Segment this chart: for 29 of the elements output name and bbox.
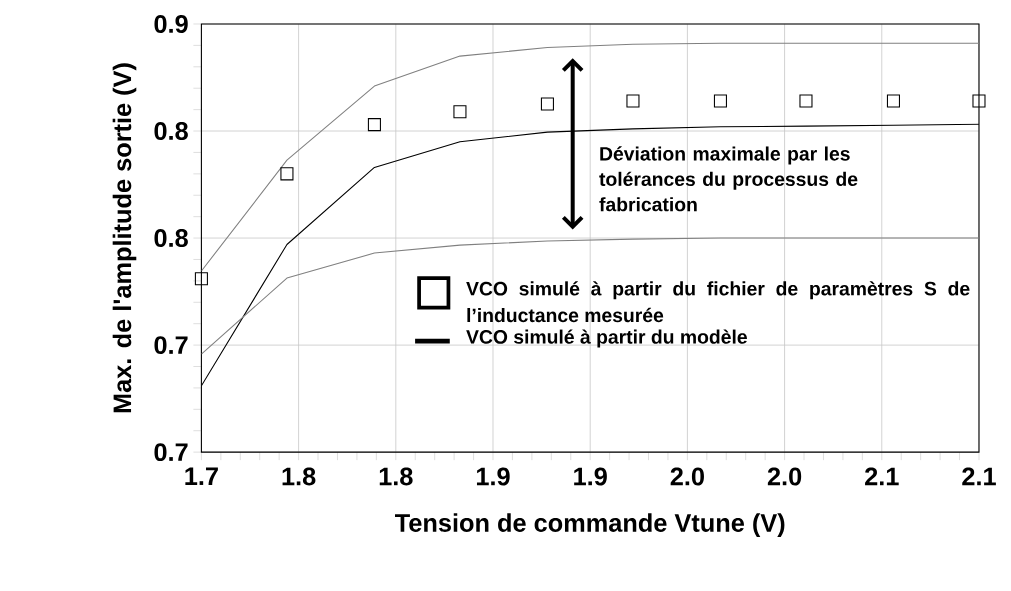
x-tick-label: 1.7 bbox=[185, 467, 218, 486]
point bbox=[367, 118, 381, 132]
y-axis-title: Max. de l'amplitude sortie (V) bbox=[112, 63, 137, 413]
point bbox=[713, 94, 727, 108]
y-tick-label: 0.9 bbox=[154, 15, 188, 34]
legend-label: VCO simulé à partir du modèle bbox=[466, 329, 747, 348]
point bbox=[453, 105, 467, 119]
point bbox=[540, 97, 554, 111]
point bbox=[799, 94, 813, 108]
point bbox=[280, 167, 294, 181]
point bbox=[886, 94, 900, 108]
annotation: Déviation maximale par les tolérances du processus de fabrication bbox=[599, 146, 858, 212]
x-tick-label: 1.9 bbox=[476, 467, 510, 486]
x-tick-label: 2.0 bbox=[767, 467, 802, 486]
y-tick-label: 0.7 bbox=[154, 443, 188, 462]
x-tick-label: 1.9 bbox=[574, 467, 607, 486]
x-tick-label: 1.8 bbox=[282, 467, 316, 486]
y-tick-label: 0.7 bbox=[154, 336, 188, 355]
x-tick-label: 2.1 bbox=[865, 467, 899, 486]
x-axis-title: Tension de commande Vtune (V) bbox=[395, 513, 785, 537]
x-tick-label: 1.8 bbox=[379, 467, 413, 486]
x-tick-label: 2.0 bbox=[670, 467, 704, 486]
y-tick-label: 0.8 bbox=[154, 229, 188, 248]
point bbox=[972, 94, 986, 108]
x-tick-label: 2.1 bbox=[962, 467, 996, 486]
point bbox=[626, 94, 640, 108]
y-tick-label: 0.8 bbox=[154, 122, 188, 141]
point bbox=[194, 272, 208, 286]
legend-label: VCO simulé à partir du fichier de paramètres S de l’inductance mesurée bbox=[466, 281, 970, 323]
